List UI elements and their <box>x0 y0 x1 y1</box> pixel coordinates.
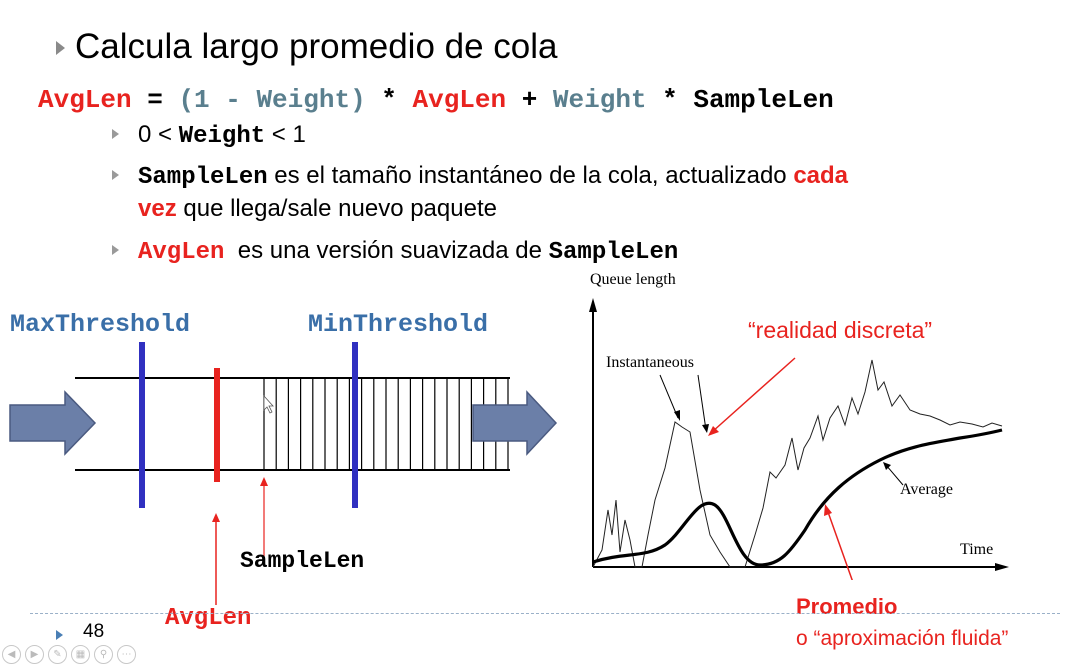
samplelen-code: SampleLen <box>548 239 679 266</box>
formula-weight: Weight <box>552 85 647 115</box>
footer-bullet <box>56 627 63 645</box>
next-slide-icon[interactable]: ▶ <box>25 645 44 664</box>
formula-times: * <box>365 85 413 115</box>
slides-icon[interactable]: ▦ <box>71 645 90 664</box>
cursor-icon <box>263 394 274 414</box>
page-bullet-icon <box>56 630 63 640</box>
avglen-code: AvgLen <box>138 239 225 266</box>
avglen-label: AvgLen <box>165 605 252 632</box>
emphasis-cada: cada <box>793 162 849 189</box>
weight-code: Weight <box>178 123 266 150</box>
incoming-arrow-icon <box>9 390 97 456</box>
x-axis-arrow-icon <box>995 563 1009 571</box>
pen-icon[interactable]: ✎ <box>48 645 67 664</box>
slide-title: Calcula largo promedio de cola <box>50 27 558 67</box>
slide-title-text: Calcula largo promedio de cola <box>75 27 558 66</box>
instantaneous-curve <box>592 359 1003 568</box>
samplelen-label: SampleLen <box>240 548 365 574</box>
bullet-icon <box>112 245 119 255</box>
discrete-pointer-head <box>708 426 719 436</box>
avglen-pointer-head <box>212 513 220 522</box>
formula-eq: = <box>131 85 179 115</box>
formula-avglen-2: AvgLen <box>412 85 507 115</box>
queue-packets <box>263 378 509 470</box>
min-threshold-label: MinThreshold <box>308 310 489 339</box>
avglen-line <box>214 368 220 482</box>
formula: AvgLen = (1 - Weight) * AvgLen + Weight … <box>38 85 834 115</box>
page-number: 48 <box>83 621 105 642</box>
formula-plus: + <box>506 85 553 115</box>
min-threshold-line <box>352 342 358 508</box>
instantaneous-pointer-2 <box>697 374 707 431</box>
text: < 1 <box>265 121 306 148</box>
text: es el tamaño instantáneo de la cola, act… <box>267 162 794 189</box>
more-icon[interactable]: ⋯ <box>117 645 136 664</box>
instantaneous-pointer <box>659 374 679 419</box>
text: es una versión suavizada de <box>224 237 549 264</box>
y-axis-arrow-icon <box>589 298 597 312</box>
realidad-discreta-note: “realidad discreta” <box>748 317 933 343</box>
average-pointer-head <box>883 462 891 470</box>
samplelen-pointer-head <box>260 477 268 486</box>
promedio-note: Promedio <box>796 594 898 619</box>
formula-samplelen: * SampleLen <box>646 85 834 115</box>
max-threshold-line <box>139 342 145 508</box>
zoom-icon[interactable]: ⚲ <box>94 645 113 664</box>
average-red-pointer-head <box>824 504 832 516</box>
queue-length-graph <box>589 298 1009 580</box>
average-red-pointer <box>827 511 853 580</box>
formula-avglen: AvgLen <box>38 85 132 115</box>
outgoing-arrow-icon <box>472 390 558 456</box>
footer-divider <box>30 613 1060 614</box>
average-curve <box>592 428 1003 567</box>
aproximacion-fluida-note: o “aproximación fluida” <box>796 627 1009 650</box>
x-axis-label: Time <box>960 541 994 558</box>
average-label: Average <box>900 481 953 498</box>
average-pointer <box>885 464 904 486</box>
queue-diagram <box>9 342 558 605</box>
bullet-icon <box>112 170 119 180</box>
previous-slide-icon[interactable]: ◀ <box>2 645 21 664</box>
emphasis-vez: vez <box>138 195 177 222</box>
samplelen-code: SampleLen <box>138 164 268 191</box>
formula-one-minus-weight: (1 - Weight) <box>178 85 366 115</box>
instantaneous-pointer-head-2 <box>702 424 709 433</box>
text: 0 < <box>138 121 179 148</box>
text: que llega/sale nuevo paquete <box>176 195 497 222</box>
max-threshold-label: MaxThreshold <box>10 310 191 339</box>
instantaneous-label: Instantaneous <box>606 354 694 371</box>
instantaneous-pointer-head <box>674 410 680 421</box>
y-axis-label: Queue length <box>590 271 676 288</box>
bullet-icon <box>56 41 65 55</box>
bullet-icon <box>112 129 119 139</box>
discrete-pointer <box>711 357 796 433</box>
